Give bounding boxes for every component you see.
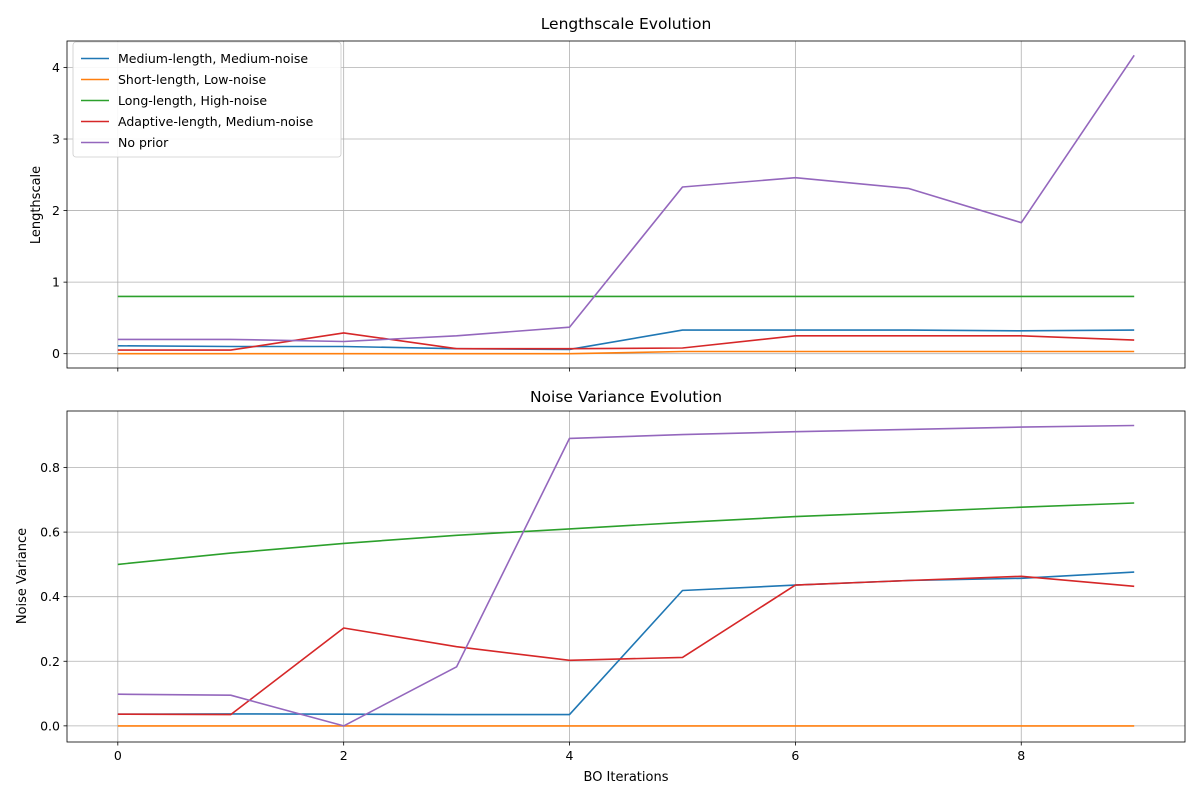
lengthscale-axes-frame (66, 40, 1186, 369)
lengthscale-lines (117, 54, 1135, 355)
x-tick-label: 0 (114, 748, 122, 763)
series-line-2 (117, 502, 1135, 566)
y-tick-label: 0.2 (40, 654, 60, 669)
series-line-0 (117, 571, 1135, 716)
series-line-4 (117, 424, 1135, 727)
noise-variance-y-label: Noise Variance (15, 528, 30, 624)
y-tick-label: 0.0 (40, 718, 60, 733)
x-tick-label: 2 (340, 748, 348, 763)
x-tick-label: 4 (566, 748, 574, 763)
lengthscale-title: Lengthscale Evolution (541, 15, 712, 33)
lengthscale-ticks: 0 1 2 3 4 (52, 60, 1022, 372)
series-line-0 (117, 329, 1135, 351)
legend-label: No prior (118, 135, 169, 150)
series-line-4 (117, 54, 1135, 343)
noise-variance-ticks: 0 2 4 6 8 0.0 0.2 0.4 0.6 0.8 (40, 460, 1025, 763)
x-axis-label: BO Iterations (584, 770, 669, 785)
noise-variance-axes-frame (66, 410, 1186, 743)
y-tick-label: 0.6 (40, 525, 60, 540)
y-tick-label: 0 (52, 346, 60, 361)
y-tick-label: 1 (52, 275, 60, 290)
x-tick-label: 8 (1017, 748, 1025, 763)
noise-variance-title: Noise Variance Evolution (530, 388, 722, 406)
noise-variance-subplot: Noise Variance Evolution Noise Variance … (15, 388, 1186, 785)
lengthscale-y-label: Lengthscale (29, 166, 44, 244)
y-tick-label: 3 (52, 132, 60, 147)
series-line-3 (117, 575, 1135, 716)
noise-variance-lines (117, 424, 1135, 727)
legend-label: Long-length, High-noise (118, 93, 267, 108)
series-line-1 (117, 350, 1135, 355)
series-line-3 (117, 332, 1135, 351)
legend-frame (72, 41, 342, 158)
legend-label: Adaptive-length, Medium-noise (118, 114, 314, 129)
lengthscale-grid (67, 41, 1185, 368)
lengthscale-subplot: Lengthscale Evolution Lengthscale 01234 … (29, 15, 1186, 372)
y-tick-label: 2 (52, 203, 60, 218)
legend-label: Short-length, Low-noise (118, 72, 267, 87)
y-tick-label: 0.8 (40, 460, 60, 475)
y-tick-label: 4 (52, 60, 60, 75)
legend: Medium-length, Medium-noise Short-length,… (72, 41, 342, 158)
x-tick-label: 6 (791, 748, 799, 763)
y-tick-label: 0.4 (40, 589, 60, 604)
legend-label: Medium-length, Medium-noise (118, 51, 308, 66)
